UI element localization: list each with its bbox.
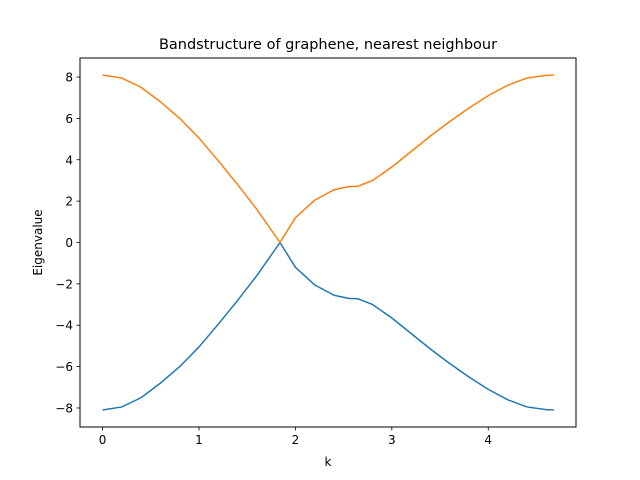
y-tick-label: 4	[65, 153, 73, 167]
x-axis-label: k	[325, 455, 332, 469]
chart-title: Bandstructure of graphene, nearest neigh…	[159, 37, 497, 53]
y-tick-label: 2	[65, 195, 73, 209]
y-tick-label: 6	[65, 112, 73, 126]
axis-ticks: 0 1 2 3 4 −8 −6 −4 −2 0 2 4 6 8	[55, 71, 492, 447]
series-line-1	[102, 241, 554, 411]
y-axis-label: Eigenvalue	[31, 209, 45, 275]
y-tick-label: 0	[65, 236, 73, 250]
y-tick-label: 8	[65, 71, 73, 85]
x-tick-label: 2	[292, 433, 300, 447]
x-tick-label: 4	[484, 433, 492, 447]
plot-frame	[79, 57, 577, 428]
series-line-2	[102, 74, 554, 244]
y-tick-label: −4	[55, 319, 73, 333]
plot-lines	[102, 74, 554, 411]
y-tick-label: −6	[55, 360, 73, 374]
x-tick-label: 0	[99, 433, 107, 447]
y-tick-label: −2	[55, 277, 73, 291]
x-tick-label: 3	[388, 433, 396, 447]
y-tick-label: −8	[55, 401, 73, 415]
x-tick-label: 1	[195, 433, 203, 447]
